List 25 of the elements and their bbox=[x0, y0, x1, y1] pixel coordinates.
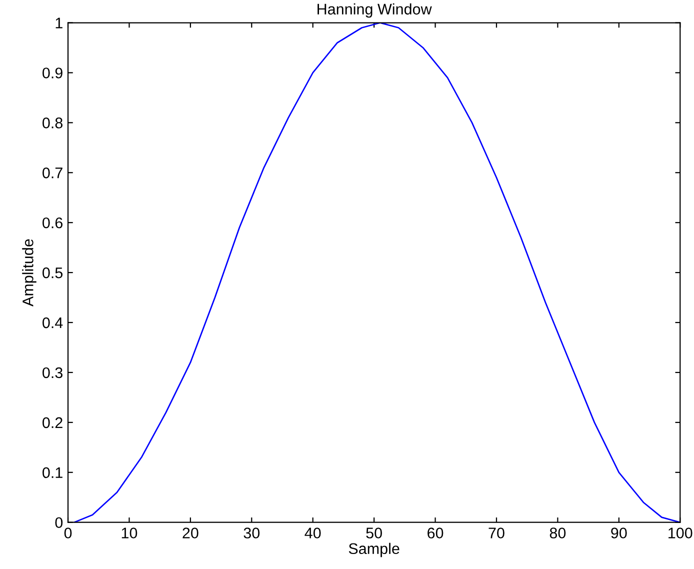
y-tick-label: 0.7 bbox=[42, 168, 62, 178]
y-axis-title: Amplitude bbox=[22, 239, 36, 306]
x-tick-label: 50 bbox=[366, 528, 382, 538]
y-tick-label: 0 bbox=[55, 517, 63, 528]
x-tick-label: 40 bbox=[304, 528, 321, 538]
y-tick-label: 0.5 bbox=[42, 267, 63, 278]
x-tick-label: 20 bbox=[182, 528, 198, 538]
x-tick-label: 10 bbox=[122, 528, 138, 538]
y-tick-label: 0.2 bbox=[42, 417, 62, 428]
x-tick-label: 70 bbox=[488, 528, 504, 538]
chart-title: Hanning Window bbox=[318, 3, 432, 18]
x-tick-label: 30 bbox=[244, 528, 260, 538]
x-tick-label: 100 bbox=[668, 528, 692, 538]
y-tick-label: 0.8 bbox=[42, 118, 62, 128]
y-tick-label: 0.1 bbox=[42, 467, 62, 478]
y-tick-label: 0.6 bbox=[42, 217, 62, 228]
y-tick-label: 0.3 bbox=[42, 367, 62, 378]
x-tick-label: 80 bbox=[550, 528, 566, 538]
x-axis-title: Sample bbox=[348, 542, 400, 558]
y-tick-label: 1 bbox=[56, 18, 62, 28]
x-tick-label: 0 bbox=[64, 528, 72, 538]
x-tick-label: 90 bbox=[611, 528, 627, 538]
y-tick-label: 0.4 bbox=[42, 317, 63, 328]
y-tick-label: 0.9 bbox=[42, 68, 62, 78]
x-tick-label: 60 bbox=[428, 528, 444, 538]
